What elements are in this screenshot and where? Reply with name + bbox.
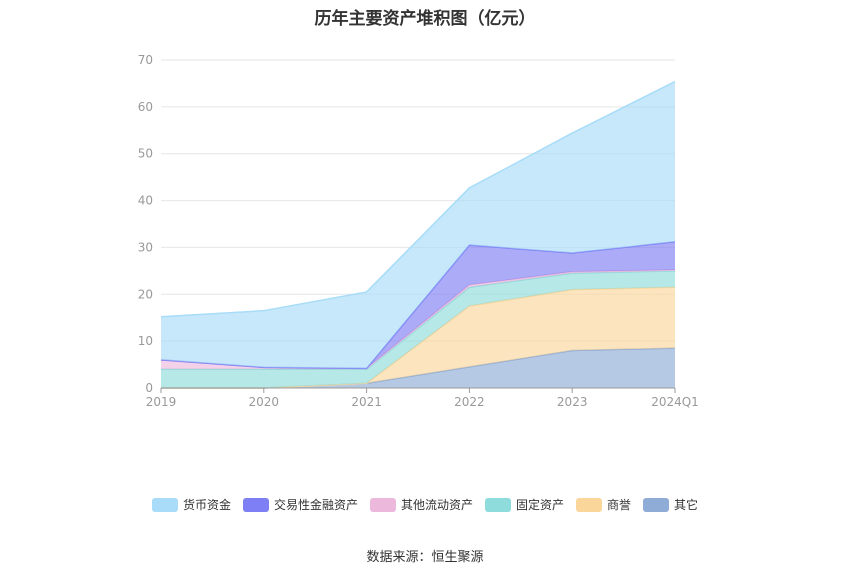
series-area — [161, 287, 675, 388]
legend-label: 固定资产 — [516, 498, 565, 512]
chart-title: 历年主要资产堆积图（亿元） — [314, 9, 536, 29]
x-tick-label: 2019 — [146, 395, 177, 409]
x-tick-label: 2024Q1 — [651, 395, 699, 409]
y-tick-label: 50 — [138, 147, 153, 161]
series-area — [161, 270, 675, 388]
x-tick-label: 2022 — [454, 395, 485, 409]
y-tick-label: 30 — [138, 240, 153, 254]
area-chart: 0 10 20 30 40 50 60 70 2019 2020 2021 2022 2023 2024Q… — [138, 53, 699, 409]
legend-item[interactable]: 货币资金 — [151, 496, 231, 513]
legend-label: 交易性金融资产 — [273, 498, 358, 512]
legend-item[interactable]: 其它 — [643, 496, 698, 513]
y-tick-label: 70 — [138, 53, 153, 67]
legend-label: 其他流动资产 — [400, 498, 473, 512]
chart-legend: 货币资金 交易性金融资产 其他流动资产 固定资产 商誉 其它 — [0, 496, 850, 513]
legend-label: 其它 — [674, 498, 699, 512]
x-tick-label: 2020 — [249, 395, 280, 409]
y-tick-label: 0 — [145, 381, 153, 395]
legend-label: 货币资金 — [182, 498, 231, 512]
legend-swatch — [242, 497, 269, 512]
y-tick-label: 20 — [138, 287, 153, 301]
legend-item[interactable]: 其他流动资产 — [369, 496, 473, 513]
legend-swatch — [485, 497, 511, 512]
legend-swatch — [151, 497, 178, 512]
legend-swatch — [576, 497, 603, 512]
y-tick-label: 40 — [138, 194, 153, 208]
x-tick-label: 2021 — [351, 395, 382, 409]
series-area — [161, 348, 675, 388]
legend-item[interactable]: 交易性金融资产 — [242, 496, 358, 513]
series-area — [161, 81, 675, 369]
x-tick-label: 2023 — [557, 395, 588, 409]
source-note: 数据来源：恒生聚源 — [366, 550, 484, 565]
legend-swatch — [369, 497, 396, 512]
y-tick-label: 60 — [138, 100, 153, 114]
legend-item[interactable]: 商誉 — [576, 496, 631, 513]
legend-label: 商誉 — [607, 498, 632, 512]
legend-swatch — [643, 497, 670, 512]
series-area — [161, 241, 675, 369]
y-tick-label: 10 — [138, 334, 153, 348]
series-line — [160, 80, 676, 318]
legend-item[interactable]: 固定资产 — [485, 496, 564, 513]
